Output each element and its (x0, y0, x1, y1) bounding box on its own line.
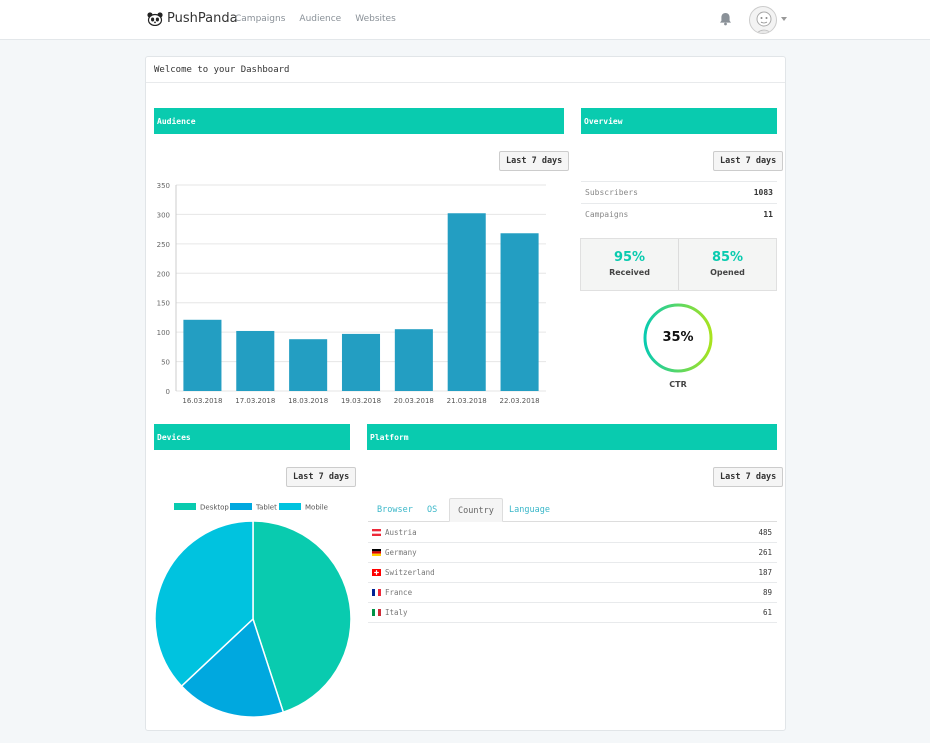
brand-logo[interactable]: PushPanda (147, 11, 238, 26)
stat-opened: 85% Opened (678, 239, 776, 290)
country-count: 485 (758, 528, 772, 537)
pie-slice[interactable] (154, 520, 254, 688)
pie-slice[interactable] (180, 617, 285, 718)
main-nav: Campaigns Audience Websites (235, 14, 396, 24)
bar[interactable] (394, 329, 433, 391)
audience-header: Audience (154, 108, 564, 134)
y-tick-label: 0 (166, 388, 170, 396)
legend-swatch (279, 503, 301, 510)
x-tick-label: 20.03.2018 (394, 397, 434, 405)
table-row: Austria 485 (368, 523, 777, 543)
y-tick-label: 300 (157, 211, 170, 219)
table-row: France 89 (368, 583, 777, 603)
x-tick-label: 16.03.2018 (182, 397, 222, 405)
overview-header: Overview (581, 108, 777, 134)
x-tick-label: 17.03.2018 (235, 397, 275, 405)
table-row: Switzerland 187 (368, 563, 777, 583)
ctr-label: CTR (669, 380, 687, 389)
country-count: 61 (762, 608, 772, 617)
bar[interactable] (236, 330, 275, 391)
y-tick-label: 200 (157, 270, 170, 278)
bar[interactable] (341, 333, 381, 391)
nav-audience[interactable]: Audience (299, 14, 342, 24)
country-name: France (385, 588, 413, 597)
country-name: Germany (385, 548, 417, 557)
pie-slice[interactable] (252, 520, 352, 714)
country-count: 89 (762, 588, 772, 597)
nav-campaigns[interactable]: Campaigns (235, 14, 286, 24)
y-tick-label: 50 (161, 359, 170, 367)
user-avatar[interactable] (749, 6, 777, 34)
divider (146, 82, 785, 83)
overview-row-campaigns: Campaigns 11 (581, 203, 777, 225)
legend-label: Desktop (200, 504, 229, 512)
y-tick-label: 150 (157, 300, 170, 308)
audience-range-button[interactable]: Last 7 days (499, 151, 570, 171)
country-name: Switzerland (385, 568, 435, 577)
y-tick-label: 250 (157, 241, 170, 249)
platform-tabs: Browser OS Country Language (368, 498, 777, 522)
audience-bar-chart: 0 50 100 150 200 250 300 350 16.03.2018 17.03.201… (157, 182, 546, 405)
x-tick-label: 19.03.2018 (341, 397, 381, 405)
tab-language[interactable]: Language (509, 505, 550, 515)
overview-row-subscribers: Subscribers 1083 (581, 181, 777, 203)
devices-pie-chart: Desktop Tablet Mobile (154, 503, 352, 718)
ctr-value: 35% (662, 330, 694, 345)
overview-value: 1083 (753, 188, 773, 197)
ctr-ring-progress (643, 303, 713, 373)
legend-swatch (174, 503, 196, 510)
overview-value: 11 (763, 210, 773, 219)
delivery-stats: 95% Received 85% Opened (580, 238, 777, 291)
table-row: Italy 61 (368, 603, 777, 623)
overview-label: Campaigns (585, 210, 629, 219)
bar[interactable] (500, 233, 539, 391)
received-value: 95% (613, 250, 646, 265)
platform-range-button[interactable]: Last 7 days (713, 467, 784, 487)
nav-websites[interactable]: Websites (355, 14, 396, 24)
tab-os[interactable]: OS (427, 505, 438, 515)
x-tick-label: 18.03.2018 (288, 397, 328, 405)
page-title: Welcome to your Dashboard (154, 65, 290, 75)
y-tick-label: 100 (157, 329, 170, 337)
bar[interactable] (289, 339, 328, 391)
austria-flag-icon (372, 529, 381, 536)
country-name: Austria (385, 528, 417, 537)
overview-range-button[interactable]: Last 7 days (713, 151, 784, 171)
x-tick-label: 22.03.2018 (500, 397, 540, 405)
platform-header: Platform (367, 424, 777, 450)
brand-name: PushPanda (167, 11, 238, 26)
legend-label: Mobile (305, 504, 328, 512)
devices-header: Devices (154, 424, 350, 450)
legend-swatch (230, 503, 252, 510)
y-tick-label: 350 (157, 182, 170, 190)
x-tick-label: 21.03.2018 (447, 397, 487, 405)
opened-value: 85% (711, 250, 744, 265)
table-row: Germany 261 (368, 543, 777, 563)
switzerland-flag-icon (372, 569, 381, 576)
bell-icon[interactable] (719, 12, 732, 26)
bar[interactable] (447, 213, 486, 391)
italy-flag-icon (372, 609, 381, 616)
chevron-down-icon[interactable] (781, 17, 787, 21)
panda-icon (147, 11, 163, 26)
stat-received: 95% Received (581, 239, 678, 290)
devices-range-button[interactable]: Last 7 days (286, 467, 357, 487)
tab-browser[interactable]: Browser (377, 505, 413, 515)
tab-country[interactable]: Country (449, 498, 503, 522)
bar[interactable] (183, 319, 222, 391)
opened-label: Opened (710, 268, 745, 277)
germany-flag-icon (372, 549, 381, 556)
france-flag-icon (372, 589, 381, 596)
legend-label: Tablet (255, 504, 277, 512)
ctr-ring (643, 303, 713, 373)
user-face-icon (756, 11, 772, 33)
overview-label: Subscribers (585, 188, 638, 197)
dashboard-card: Welcome to your Dashboard Audience Last … (145, 56, 786, 731)
country-count: 261 (758, 548, 772, 557)
country-count: 187 (758, 568, 772, 577)
top-navbar: PushPanda Campaigns Audience Websites (0, 0, 930, 40)
country-name: Italy (385, 608, 408, 617)
received-label: Received (609, 268, 650, 277)
